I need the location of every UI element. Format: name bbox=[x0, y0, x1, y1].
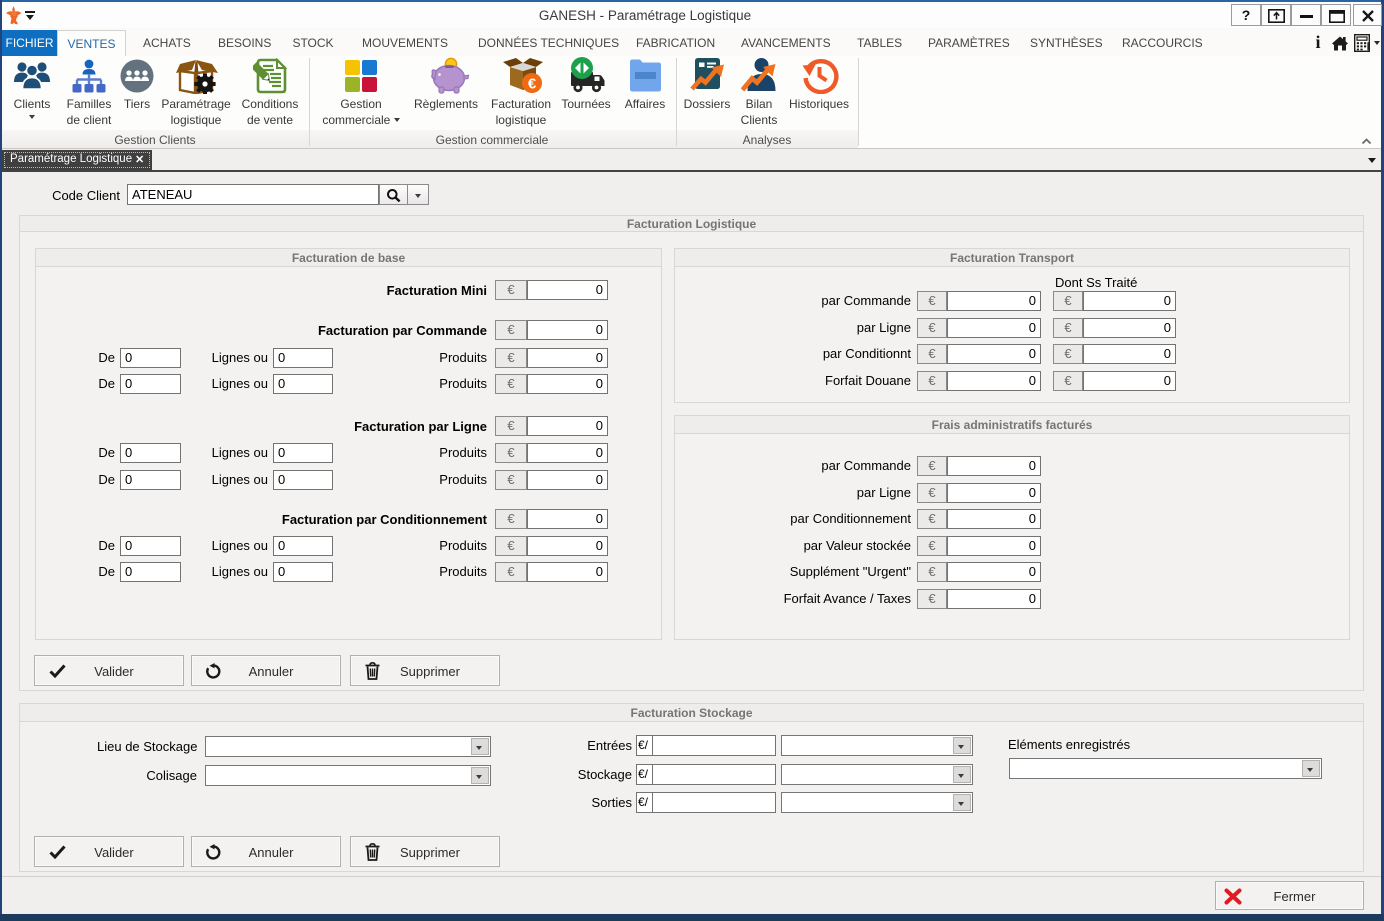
svg-text:€: € bbox=[528, 76, 537, 93]
